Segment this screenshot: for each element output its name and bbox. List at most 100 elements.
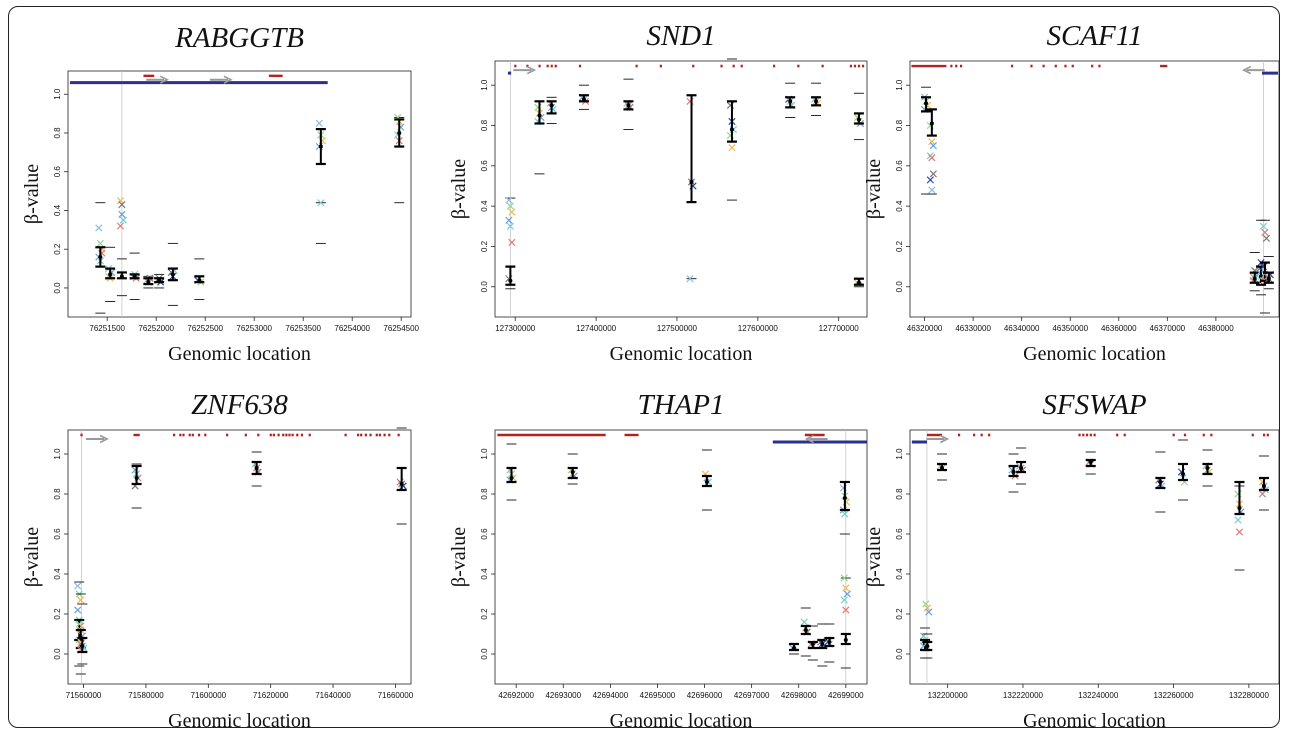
exon-tick [1262, 433, 1266, 437]
mean-point [509, 476, 514, 480]
mean-point [704, 480, 709, 484]
data-point [77, 596, 85, 604]
mean-point [254, 466, 259, 470]
cpg-site [396, 427, 407, 525]
mean-point [940, 466, 945, 470]
cpg-site [315, 119, 326, 244]
cpg-site [154, 273, 165, 289]
cpg-site [686, 94, 697, 283]
exon-tick [1183, 433, 1187, 437]
exon-tick [1251, 433, 1254, 437]
y-tick-label: 0.2 [53, 243, 62, 255]
cpg-site [116, 197, 128, 297]
exon-tick [344, 433, 347, 437]
mean-point [1205, 466, 1210, 470]
y-tick-label: 0.6 [895, 160, 904, 172]
cpg-site [567, 453, 578, 485]
mean-point [170, 272, 175, 277]
x-tick-label: 127600000 [738, 324, 779, 333]
mean-point [842, 496, 847, 500]
y-tick-label: 0.2 [53, 608, 62, 620]
exon-tick [955, 64, 958, 68]
x-tick-label: 42697000 [734, 691, 770, 700]
exon-tick [1210, 433, 1213, 437]
exon-tick [1071, 64, 1074, 68]
exon-tick [1266, 433, 1269, 437]
exon-tick [861, 64, 865, 68]
cpg-site [1177, 439, 1189, 501]
y-tick-label: 0.8 [480, 119, 489, 131]
mean-point [134, 476, 139, 480]
cpg-site [546, 96, 557, 124]
y-tick-label: 1.0 [480, 448, 489, 460]
exon-tick [226, 433, 229, 437]
exon-tick [188, 433, 191, 437]
mean-point [1237, 506, 1242, 510]
y-tick-label: 0.0 [895, 648, 904, 660]
x-tick-label: 132220000 [1003, 691, 1044, 700]
cpg-site [1258, 455, 1270, 511]
data-point [74, 606, 82, 614]
data-point [118, 201, 126, 209]
x-tick-label: 76251500 [89, 324, 125, 333]
x-tick-label: 132200000 [928, 691, 969, 700]
strand-arrow [804, 434, 828, 444]
data-point [317, 199, 325, 207]
data-point [1258, 490, 1267, 498]
data-point [840, 574, 848, 582]
x-tick-label: 42694000 [593, 691, 629, 700]
x-tick-label: 42692000 [498, 691, 534, 700]
panel-5: THAP1 Genomic location β-value 0.0 0.2 0.4 0.6… [448, 389, 868, 729]
cpg-site [1263, 256, 1274, 290]
exon-tick [538, 64, 541, 68]
data-point [843, 590, 851, 598]
strand-arrow [513, 65, 537, 75]
exon-tick [1116, 433, 1119, 437]
x-tick-label: 42698000 [781, 691, 817, 700]
panel-4: ZNF638 Genomic location β-value 0.0 0.2 0.4 0.… [21, 389, 414, 729]
mean-point [788, 99, 793, 104]
cpg-site [926, 108, 937, 195]
chart-title: SND1 [646, 20, 715, 52]
mean-point [1180, 472, 1185, 476]
exon-tick [849, 64, 853, 68]
mean-point [146, 280, 151, 285]
data-point [96, 239, 104, 248]
cpg-site [839, 480, 850, 535]
mean-point [1158, 480, 1163, 484]
data-point [929, 170, 937, 178]
y-axis-label: β-value [21, 164, 43, 224]
mean-point [399, 482, 404, 486]
strand-arrow [1241, 65, 1265, 75]
plot-frame [494, 429, 868, 685]
x-axis-label: Genomic location [610, 343, 753, 365]
exon-tick [1030, 64, 1033, 68]
mean-point [397, 130, 402, 135]
cpg-site [95, 202, 106, 314]
cpg-site [506, 443, 517, 501]
x-axis-label: Genomic location [168, 343, 311, 365]
data-point [119, 216, 128, 224]
y-tick-label: 0.2 [895, 608, 904, 620]
data-point [1259, 222, 1268, 230]
exon-tick [959, 64, 963, 68]
mean-point [108, 272, 113, 277]
y-tick-label: 0.6 [480, 160, 489, 172]
exon-tick [980, 433, 983, 437]
cpg-site [853, 92, 865, 141]
x-tick-label: 76253500 [285, 324, 321, 333]
exon-tick [1085, 433, 1089, 437]
mean-point [827, 640, 832, 644]
data-point [842, 606, 850, 614]
exon-tick [732, 64, 735, 68]
error-bar [726, 100, 737, 143]
x-tick-label: 71640000 [315, 691, 351, 700]
exon-tick [797, 64, 800, 68]
y-tick-label: 1.0 [53, 448, 62, 460]
exon-tick [375, 433, 378, 437]
cpg-site [1015, 447, 1027, 485]
exon-tick [740, 64, 743, 68]
cpg-site [922, 600, 933, 659]
cpg-site [505, 196, 516, 290]
exon-tick [244, 433, 247, 437]
